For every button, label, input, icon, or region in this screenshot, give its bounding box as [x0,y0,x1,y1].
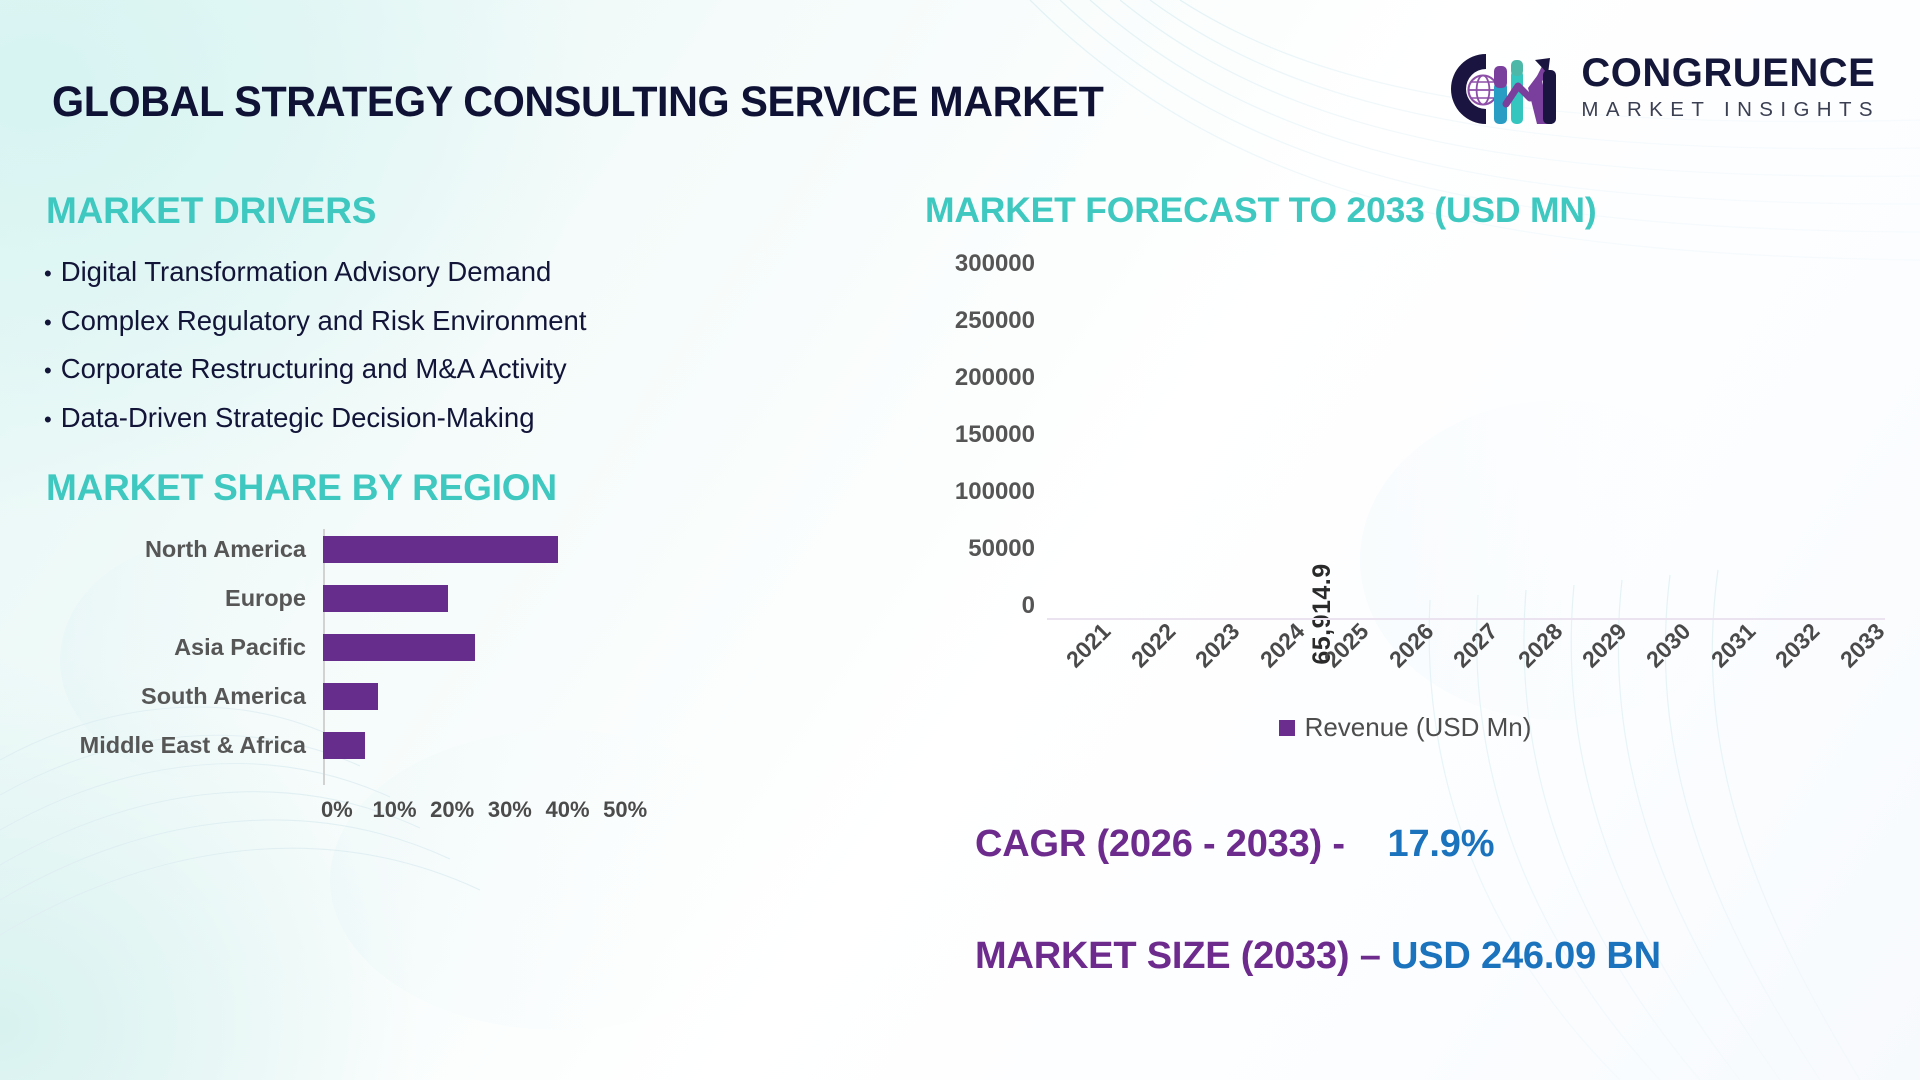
region-label: Middle East & Africa [79,732,306,758]
driver-item: • Complex Regulatory and Risk Environmen… [44,304,824,336]
forecast-xtick-cell: 2032 [1756,618,1825,702]
driver-label: Digital Transformation Advisory Demand [60,256,552,287]
region-label: Asia Pacific [174,634,306,660]
forecast-xtick-cell: 2030 [1627,618,1696,702]
page-title: GLOBAL STRATEGY CONSULTING SERVICE MARKE… [52,78,1104,126]
region-xtick: 0% [320,797,353,822]
bullet-icon: • [44,406,52,432]
bullet-icon: • [44,261,52,286]
cagr-value: 17.9% [1387,823,1495,865]
forecast-ytick: 0 [1021,592,1035,619]
forecast-bars: 65,914.9 [1047,250,1885,664]
forecast-xtick: 2022 [1125,617,1181,673]
region-bar-track [323,525,706,574]
forecast-ytick: 50000 [968,535,1035,562]
forecast-xtick: 2029 [1576,617,1632,673]
forecast-xtick: 2033 [1834,617,1890,673]
market-size-stat: MARKET SIZE (2033) – USD 246.09 BN [975,935,1661,978]
driver-item: • Data-Driven Strategic Decision-Making [44,401,824,433]
logo-tagline: MARKET INSIGHTS [1581,97,1880,121]
forecast-xtick-cell: 2022 [1111,618,1181,702]
market-share-heading: MARKET SHARE BY REGION [46,467,557,508]
region-xtick: 40% [545,797,590,822]
region-row: North America [46,525,706,574]
forecast-chart-xticks: 2021 2022 2023 2024 2025 2026 2027 2028 2029 2030… [1047,618,1890,702]
region-row: Europe [46,574,706,623]
region-xtick: 50% [603,797,648,822]
driver-label: Corporate Restructuring and M&A Activity [60,353,567,384]
forecast-xtick-cell: 2028 [1498,618,1567,702]
forecast-xtick: 2032 [1770,617,1825,673]
logo-company-name: CONGRUENCE [1581,51,1876,96]
cagr-stat: CAGR (2026 - 2033) - 17.9% [975,823,1494,866]
legend-swatch-icon [1278,719,1295,736]
region-bar-track [323,574,706,623]
forecast-xtick-cell: 2027 [1434,618,1503,702]
forecast-ytick: 200000 [954,364,1035,391]
forecast-ytick: 250000 [954,307,1035,334]
cagr-label: CAGR (2026 - 2033) - [975,823,1345,865]
region-label: Europe [225,585,306,611]
driver-item: • Digital Transformation Advisory Demand [44,258,824,286]
market-forecast-chart: 300000 250000 200000 150000 100000 50000 0 65,… [925,250,1889,742]
market-drivers-heading: MARKET DRIVERS [46,190,377,231]
region-xtick: 30% [487,797,532,822]
region-bar-rows: North America Europe Asia Pacific South Ame… [46,525,706,770]
region-bar-track [323,672,706,721]
region-xtick: 10% [372,797,417,822]
market-forecast-heading: MARKET FORECAST TO 2033 (USD MN) [925,190,1597,230]
market-share-by-region-chart: North America Europe Asia Pacific South Ame… [46,525,706,845]
market-drivers-list: • Digital Transformation Advisory Demand… [44,258,824,452]
brand-logo: CONGRUENCE MARKET INSIGHTS [1440,42,1880,137]
region-row: South America [46,672,706,721]
forecast-plot-area: 65,914.9 [1047,250,1885,665]
market-size-label: MARKET SIZE (2033) – [975,935,1381,977]
driver-item: • Corporate Restructuring and M&A Activi… [44,355,824,383]
forecast-baseline [1047,618,1885,620]
region-bar-track [323,721,706,770]
forecast-xtick: 2031 [1705,617,1761,673]
region-bar [323,585,448,612]
region-bar [323,536,559,563]
bullet-icon: • [44,358,52,383]
forecast-xtick: 2030 [1641,617,1696,673]
forecast-ytick: 300000 [954,250,1035,277]
forecast-xtick: 2028 [1512,617,1567,673]
region-bar [323,634,476,661]
region-bar [323,732,365,759]
region-row: Middle East & Africa [46,721,706,770]
forecast-xtick-cell: 2023 [1176,618,1245,702]
forecast-xtick-cell: 2033 [1821,618,1890,702]
forecast-xtick: 2026 [1383,617,1439,673]
forecast-xtick-cell: 2021 [1047,618,1116,702]
region-xtick: 20% [430,797,475,822]
forecast-ytick: 150000 [954,421,1035,448]
congruence-logo-icon [1451,54,1557,124]
market-size-value: 246.09 BN [1481,935,1661,977]
forecast-xtick: 2024 [1254,617,1310,673]
forecast-chart-yticks: 300000 250000 200000 150000 100000 50000 0 [925,250,1035,620]
region-row: Asia Pacific [46,623,706,672]
bullet-icon: • [44,309,52,335]
market-size-currency: USD [1391,935,1471,977]
region-chart-xticks: 0% 10% 20% 30% 40% 50% [321,797,669,823]
forecast-xtick-cell: 2026 [1369,618,1438,702]
driver-label: Complex Regulatory and Risk Environment [60,304,587,336]
legend-label: Revenue (USD Mn) [1304,712,1532,742]
forecast-xtick: 2021 [1061,617,1116,673]
forecast-xtick: 2027 [1447,617,1503,673]
region-bar-track [323,623,706,672]
region-label: South America [141,683,306,709]
forecast-xtick-cell: 2024 [1240,618,1310,702]
forecast-xtick-cell: 2029 [1563,618,1632,702]
forecast-xtick: 2023 [1190,617,1245,673]
forecast-ytick: 100000 [954,478,1035,505]
region-label: North America [144,536,306,562]
driver-label: Data-Driven Strategic Decision-Making [60,401,535,433]
forecast-legend: Revenue (USD Mn) [925,712,1885,743]
forecast-xtick-cell: 2031 [1692,618,1761,702]
region-bar [323,683,379,710]
forecast-xtick-cell: 2025 [1305,618,1374,702]
